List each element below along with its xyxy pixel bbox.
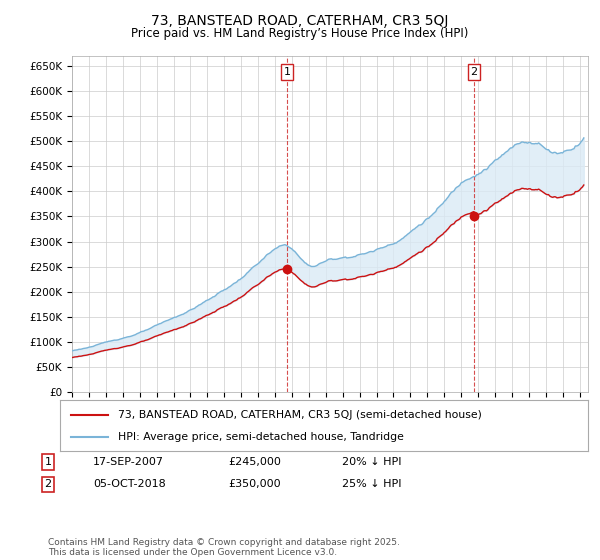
Text: £245,000: £245,000 [228,457,281,467]
Text: 20% ↓ HPI: 20% ↓ HPI [342,457,401,467]
Text: 2: 2 [470,67,478,77]
Text: 17-SEP-2007: 17-SEP-2007 [93,457,164,467]
Text: 1: 1 [44,457,52,467]
Text: Price paid vs. HM Land Registry’s House Price Index (HPI): Price paid vs. HM Land Registry’s House … [131,27,469,40]
Text: 05-OCT-2018: 05-OCT-2018 [93,479,166,489]
Text: 2: 2 [44,479,52,489]
Text: £350,000: £350,000 [228,479,281,489]
Text: HPI: Average price, semi-detached house, Tandridge: HPI: Average price, semi-detached house,… [118,432,404,442]
Text: 73, BANSTEAD ROAD, CATERHAM, CR3 5QJ (semi-detached house): 73, BANSTEAD ROAD, CATERHAM, CR3 5QJ (se… [118,409,482,419]
Text: 25% ↓ HPI: 25% ↓ HPI [342,479,401,489]
Text: 73, BANSTEAD ROAD, CATERHAM, CR3 5QJ: 73, BANSTEAD ROAD, CATERHAM, CR3 5QJ [151,14,449,28]
Text: 1: 1 [284,67,290,77]
Text: Contains HM Land Registry data © Crown copyright and database right 2025.
This d: Contains HM Land Registry data © Crown c… [48,538,400,557]
